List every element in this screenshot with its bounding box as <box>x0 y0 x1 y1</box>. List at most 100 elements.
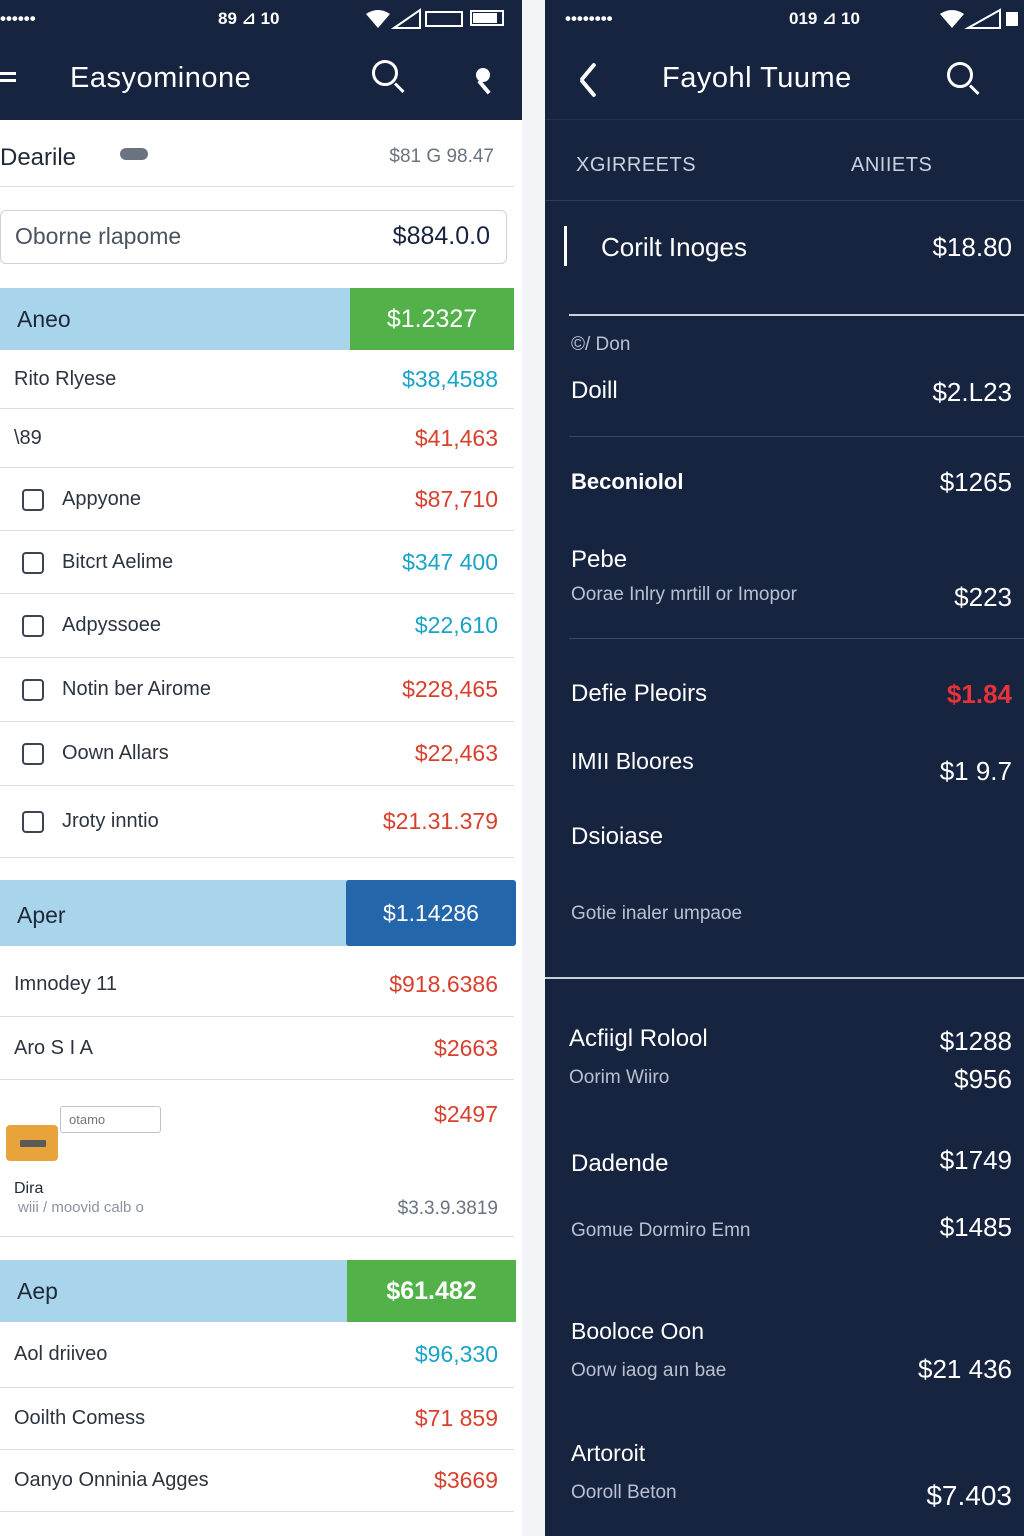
back-arrow-icon[interactable] <box>573 60 603 98</box>
section-label: Aneo <box>17 306 71 332</box>
section-total-chip: $61.482 <box>347 1260 516 1322</box>
signal-icon <box>938 8 1018 35</box>
status-bar: •••••• 89 ⊿ 10 <box>0 0 522 38</box>
grid-icon <box>22 488 44 511</box>
list-item-label: Oown Allars <box>62 742 169 764</box>
tab-second[interactable]: ANIIETS <box>851 154 933 176</box>
section-total-chip: $1.14286 <box>346 880 516 946</box>
toggle-pill-icon[interactable] <box>120 148 148 160</box>
item-subtitle: Gotie inaler umpaoe <box>571 903 743 924</box>
list-item-label: \89 <box>14 426 42 449</box>
right-screen: •••••••• 019 ⊿ 10 Fayohl Tuume XGIRREETS… <box>545 0 1024 1536</box>
list-item[interactable]: Bitcrt Aelime $347 400 <box>0 531 514 594</box>
document-icon <box>22 615 44 637</box>
item-title[interactable]: Defie Pleoirs <box>571 680 708 707</box>
app-title: Fayohl Tuume <box>662 62 852 94</box>
list-item[interactable]: Aol driiveo $96,330 <box>0 1322 514 1388</box>
account-value: $81 G 98.47 <box>389 146 494 167</box>
section-label: Aep <box>17 1278 58 1304</box>
tab-first[interactable]: XGIRREETS <box>576 154 697 176</box>
entry-block[interactable] <box>0 1080 514 1237</box>
item-title[interactable]: Doill <box>571 377 618 404</box>
list-item-label: Imnodey 11 <box>14 973 118 995</box>
item-amount: $21 436 <box>918 1354 1012 1384</box>
item-title[interactable]: Pebe <box>571 546 628 573</box>
divider <box>569 436 1024 437</box>
section-label: Aper <box>17 902 66 928</box>
entry-title: Dira <box>14 1180 44 1197</box>
app-bar: Fayohl Tuume <box>545 38 1024 120</box>
list-item[interactable]: Jroty inntio $21.31.379 <box>0 786 514 858</box>
transfer-icon <box>22 811 44 833</box>
list-item-amount: $71 859 <box>414 1405 498 1431</box>
section-header-aep[interactable]: Aep $61.482 <box>0 1260 516 1322</box>
app-bar: Easyominone <box>0 38 522 120</box>
list-item-amount: $347 400 <box>402 548 498 575</box>
list-item-amount: $22,463 <box>414 740 498 766</box>
list-item[interactable]: Aro S I A $2663 <box>0 1017 514 1080</box>
menu-icon[interactable] <box>0 72 16 88</box>
search-value: $884.0.0 <box>392 222 490 250</box>
list-item[interactable]: Imnodey 11 $918.6386 <box>0 953 514 1017</box>
item-amount: $1265 <box>939 467 1012 497</box>
list-item-label: Adpyssoee <box>62 614 161 636</box>
item-amount-alert: $1.84 <box>946 679 1012 709</box>
item-title[interactable]: Acfiigl Rolool <box>569 1025 708 1052</box>
tab-bar: XGIRREETS ANIIETS <box>545 121 1024 201</box>
list-item-amount: $41,463 <box>414 424 498 451</box>
list-item-label: Notin ber Airome <box>62 678 211 700</box>
list-item-amount: $87,710 <box>414 485 498 512</box>
list-item-label: Jroty inntio <box>62 810 159 832</box>
list-item[interactable]: Oanyo Onninia Agges $3669 <box>0 1450 514 1512</box>
section-header-aneo[interactable]: Aneo $1.2327 <box>0 288 514 350</box>
item-subtitle: Oorw iaog aın bae <box>571 1360 727 1381</box>
item-amount: $223 <box>954 582 1012 612</box>
item-amount-secondary: $1485 <box>939 1212 1012 1242</box>
search-icon[interactable] <box>370 58 406 94</box>
status-bar: •••••••• 019 ⊿ 10 <box>545 0 1024 38</box>
list-item[interactable]: Oown Allars $22,463 <box>0 722 514 786</box>
list-item[interactable]: Notin ber Airome $228,465 <box>0 658 514 722</box>
account-label: Dearile <box>0 144 77 171</box>
list-item[interactable]: \89 $41,463 <box>0 409 514 468</box>
pin-icon[interactable] <box>468 66 498 96</box>
checkbox-icon <box>22 551 44 574</box>
status-time: 019 ⊿ 10 <box>789 9 860 28</box>
item-title[interactable]: Dadende <box>571 1150 669 1177</box>
list-item[interactable]: Ooilth Comess $71 859 <box>0 1388 514 1450</box>
item-title[interactable]: Dsioiase <box>571 823 664 850</box>
card-thumbnail-icon <box>6 1125 58 1161</box>
featured-item[interactable]: Corilt Inoges $18.80 <box>545 202 1024 318</box>
list-item[interactable]: Rito Rlyese $38,4588 <box>0 350 514 409</box>
item-subtitle: Ooroll Beton <box>571 1482 677 1503</box>
list-item[interactable]: Appyone $87,710 <box>0 468 514 531</box>
section-divider <box>545 977 1024 979</box>
section-label: ©/ Don <box>571 334 631 355</box>
item-title[interactable]: IMII Bloores <box>571 748 694 774</box>
section-header-aper[interactable]: Aper $1.14286 <box>0 880 516 946</box>
item-title[interactable]: Artoroit <box>571 1440 646 1466</box>
account-summary[interactable]: Dearile $81 G 98.47 <box>0 120 514 187</box>
search-input[interactable]: Oborne rlapome $884.0.0 <box>0 210 507 264</box>
list-item-amount: $228,465 <box>402 676 498 702</box>
file-icon <box>22 679 44 701</box>
item-amount: $2.L23 <box>932 377 1012 407</box>
item-subtitle: Oorim Wiiro <box>569 1067 670 1088</box>
item-amount: $1 9.7 <box>939 756 1012 786</box>
progress-line <box>569 314 1024 316</box>
entry-amount-top: $2497 <box>434 1101 498 1127</box>
list-item[interactable]: Adpyssoee $22,610 <box>0 594 514 658</box>
wifi-icon <box>364 8 464 35</box>
list-item-label: Aol driiveo <box>14 1343 108 1365</box>
entry-input[interactable] <box>60 1106 161 1133</box>
item-title[interactable]: Beconiolol <box>571 469 684 494</box>
list-item-amount: $22,610 <box>414 612 498 638</box>
divider <box>569 638 1024 639</box>
list-item-label: Ooilth Comess <box>14 1407 146 1429</box>
list-item-amount: $21.31.379 <box>382 808 498 834</box>
item-subtitle: Oorae Inlry mrtill or Imopor <box>571 584 797 605</box>
item-title[interactable]: Booloce Oon <box>571 1318 704 1344</box>
carrier-dots: •••••••• <box>565 9 613 28</box>
list-item-label: Rito Rlyese <box>14 367 117 390</box>
search-icon[interactable] <box>945 60 981 96</box>
